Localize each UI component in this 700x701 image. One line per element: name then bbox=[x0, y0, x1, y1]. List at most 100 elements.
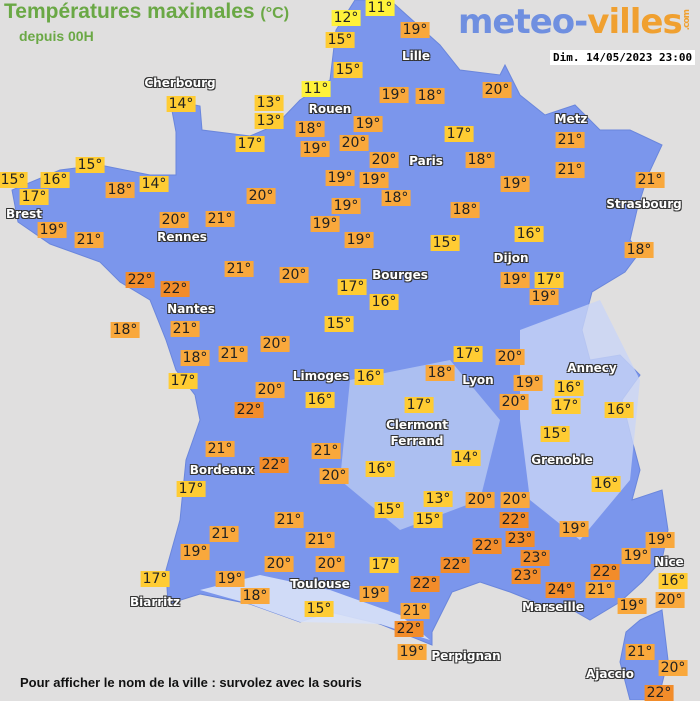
temperature-badge[interactable]: 17° bbox=[551, 398, 581, 414]
temperature-badge[interactable]: 19° bbox=[500, 272, 530, 288]
temperature-badge[interactable]: 19° bbox=[559, 521, 589, 537]
temperature-badge[interactable]: 16° bbox=[354, 369, 384, 385]
temperature-badge[interactable]: 17° bbox=[176, 481, 206, 497]
temperature-badge[interactable]: 12° bbox=[331, 10, 361, 26]
temperature-badge[interactable]: 15° bbox=[540, 426, 570, 442]
temperature-badge[interactable]: 19° bbox=[300, 141, 330, 157]
temperature-badge[interactable]: 19° bbox=[513, 375, 543, 391]
temperature-badge[interactable]: 17° bbox=[444, 126, 474, 142]
temperature-badge[interactable]: 22° bbox=[234, 402, 264, 418]
temperature-badge[interactable]: 20° bbox=[255, 382, 285, 398]
temperature-badge[interactable]: 18° bbox=[624, 242, 654, 258]
temperature-badge[interactable]: 17° bbox=[534, 272, 564, 288]
temperature-badge[interactable]: 20° bbox=[369, 152, 399, 168]
temperature-badge[interactable]: 18° bbox=[415, 88, 445, 104]
temperature-badge[interactable]: 23° bbox=[505, 531, 535, 547]
temperature-badge[interactable]: 19° bbox=[645, 532, 675, 548]
temperature-badge[interactable]: 20° bbox=[500, 492, 530, 508]
temperature-badge[interactable]: 22° bbox=[499, 512, 529, 528]
logo[interactable]: meteo-villes.com bbox=[458, 2, 692, 42]
temperature-badge[interactable]: 17° bbox=[404, 397, 434, 413]
temperature-badge[interactable]: 21° bbox=[274, 512, 304, 528]
temperature-badge[interactable]: 22° bbox=[410, 576, 440, 592]
temperature-badge[interactable]: 19° bbox=[353, 116, 383, 132]
temperature-badge[interactable]: 19° bbox=[617, 598, 647, 614]
temperature-badge[interactable]: 19° bbox=[621, 548, 651, 564]
temperature-badge[interactable]: 18° bbox=[381, 190, 411, 206]
temperature-badge[interactable]: 20° bbox=[315, 556, 345, 572]
temperature-badge[interactable]: 24° bbox=[545, 582, 575, 598]
temperature-badge[interactable]: 13° bbox=[254, 113, 284, 129]
temperature-badge[interactable]: 11° bbox=[365, 0, 395, 16]
temperature-badge[interactable]: 19° bbox=[215, 571, 245, 587]
temperature-badge[interactable]: 23° bbox=[520, 550, 550, 566]
temperature-badge[interactable]: 16° bbox=[591, 476, 621, 492]
temperature-badge[interactable]: 15° bbox=[374, 502, 404, 518]
temperature-badge[interactable]: 20° bbox=[499, 394, 529, 410]
temperature-badge[interactable]: 19° bbox=[344, 232, 374, 248]
temperature-badge[interactable]: 22° bbox=[590, 564, 620, 580]
temperature-badge[interactable]: 16° bbox=[365, 461, 395, 477]
temperature-badge[interactable]: 21° bbox=[635, 172, 665, 188]
temperature-badge[interactable]: 18° bbox=[105, 182, 135, 198]
temperature-badge[interactable]: 17° bbox=[337, 279, 367, 295]
temperature-badge[interactable]: 15° bbox=[304, 601, 334, 617]
temperature-badge[interactable]: 19° bbox=[37, 222, 67, 238]
temperature-badge[interactable]: 18° bbox=[425, 365, 455, 381]
temperature-badge[interactable]: 21° bbox=[625, 644, 655, 660]
temperature-badge[interactable]: 19° bbox=[379, 87, 409, 103]
temperature-badge[interactable]: 11° bbox=[301, 81, 331, 97]
temperature-badge[interactable]: 17° bbox=[235, 136, 265, 152]
temperature-badge[interactable]: 17° bbox=[369, 557, 399, 573]
temperature-badge[interactable]: 21° bbox=[218, 346, 248, 362]
temperature-badge[interactable]: 20° bbox=[658, 660, 688, 676]
temperature-badge[interactable]: 21° bbox=[170, 321, 200, 337]
temperature-badge[interactable]: 15° bbox=[75, 157, 105, 173]
temperature-badge[interactable]: 21° bbox=[209, 526, 239, 542]
temperature-badge[interactable]: 18° bbox=[110, 322, 140, 338]
temperature-badge[interactable]: 16° bbox=[369, 294, 399, 310]
temperature-badge[interactable]: 19° bbox=[310, 216, 340, 232]
temperature-badge[interactable]: 19° bbox=[331, 198, 361, 214]
temperature-badge[interactable]: 15° bbox=[430, 235, 460, 251]
temperature-badge[interactable]: 20° bbox=[279, 267, 309, 283]
temperature-badge[interactable]: 20° bbox=[655, 592, 685, 608]
temperature-badge[interactable]: 19° bbox=[180, 544, 210, 560]
temperature-badge[interactable]: 21° bbox=[555, 162, 585, 178]
temperature-badge[interactable]: 22° bbox=[259, 457, 289, 473]
temperature-badge[interactable]: 22° bbox=[394, 621, 424, 637]
temperature-badge[interactable]: 18° bbox=[180, 350, 210, 366]
temperature-badge[interactable]: 23° bbox=[511, 568, 541, 584]
temperature-badge[interactable]: 19° bbox=[500, 176, 530, 192]
temperature-badge[interactable]: 20° bbox=[465, 492, 495, 508]
temperature-badge[interactable]: 19° bbox=[325, 170, 355, 186]
temperature-badge[interactable]: 22° bbox=[472, 538, 502, 554]
temperature-badge[interactable]: 16° bbox=[554, 380, 584, 396]
temperature-badge[interactable]: 19° bbox=[400, 22, 430, 38]
temperature-badge[interactable]: 20° bbox=[319, 468, 349, 484]
temperature-badge[interactable]: 15° bbox=[333, 62, 363, 78]
temperature-badge[interactable]: 14° bbox=[139, 176, 169, 192]
temperature-badge[interactable]: 19° bbox=[397, 644, 427, 660]
temperature-badge[interactable]: 22° bbox=[160, 281, 190, 297]
temperature-badge[interactable]: 17° bbox=[168, 373, 198, 389]
temperature-badge[interactable]: 19° bbox=[359, 586, 389, 602]
temperature-badge[interactable]: 16° bbox=[514, 226, 544, 242]
temperature-badge[interactable]: 21° bbox=[555, 132, 585, 148]
temperature-badge[interactable]: 13° bbox=[423, 491, 453, 507]
temperature-badge[interactable]: 18° bbox=[465, 152, 495, 168]
temperature-badge[interactable]: 16° bbox=[658, 573, 688, 589]
temperature-badge[interactable]: 19° bbox=[359, 172, 389, 188]
temperature-badge[interactable]: 20° bbox=[260, 336, 290, 352]
temperature-badge[interactable]: 21° bbox=[205, 211, 235, 227]
temperature-badge[interactable]: 20° bbox=[264, 556, 294, 572]
temperature-badge[interactable]: 17° bbox=[19, 189, 49, 205]
temperature-badge[interactable]: 14° bbox=[451, 450, 481, 466]
temperature-badge[interactable]: 22° bbox=[440, 557, 470, 573]
temperature-badge[interactable]: 20° bbox=[339, 135, 369, 151]
temperature-badge[interactable]: 21° bbox=[305, 532, 335, 548]
temperature-badge[interactable]: 16° bbox=[40, 172, 70, 188]
temperature-badge[interactable]: 20° bbox=[482, 82, 512, 98]
temperature-badge[interactable]: 21° bbox=[400, 603, 430, 619]
temperature-badge[interactable]: 18° bbox=[240, 588, 270, 604]
